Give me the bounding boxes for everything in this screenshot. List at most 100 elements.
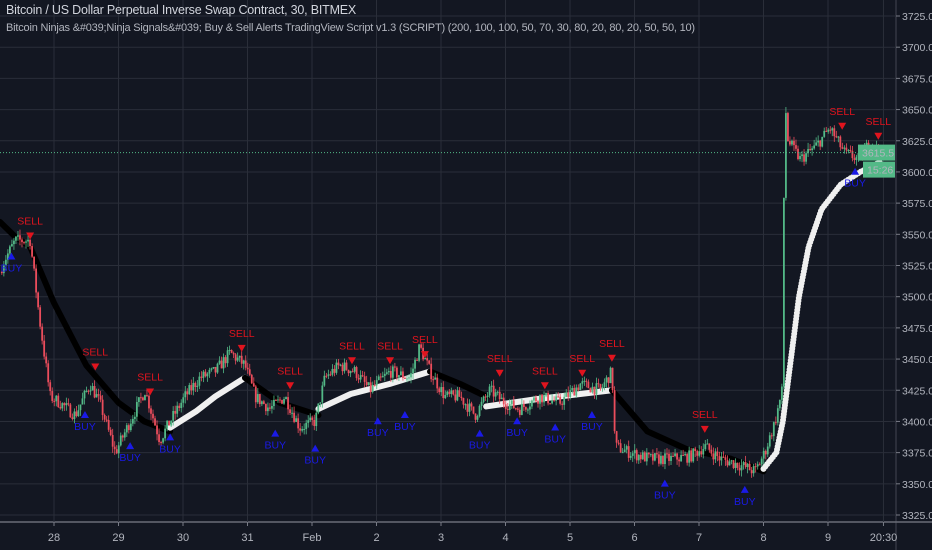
candle-down (726, 460, 729, 466)
symbol-title[interactable]: Bitcoin / US Dollar Perpetual Inverse Sw… (6, 3, 357, 17)
candle-down (541, 394, 543, 403)
candle-down (194, 382, 197, 388)
candle-up (65, 403, 68, 406)
candle-up (478, 405, 481, 417)
candle-up (601, 387, 604, 389)
candle-down (797, 148, 799, 160)
candle-up (170, 420, 173, 426)
buy-signal-label: BUY (581, 421, 603, 433)
candle-up (490, 385, 493, 387)
candle-up (827, 129, 830, 132)
candle-down (682, 454, 685, 456)
candle-down (395, 367, 398, 378)
x-tick-label: 20:30 (870, 532, 898, 544)
candle-up (180, 402, 183, 409)
y-tick-label: 3700.0 (902, 42, 932, 54)
sell-signal-label: SELL (377, 340, 403, 352)
candle-up (807, 149, 809, 154)
candle-down (299, 428, 302, 431)
candle-down (599, 384, 602, 389)
candle-down (470, 403, 473, 407)
moving-average (0, 158, 884, 475)
candle-up (603, 382, 606, 388)
candle-up (137, 397, 140, 403)
candle-down (51, 391, 54, 401)
sell-signal-label: SELL (569, 353, 595, 365)
sell-signal-label: SELL (277, 365, 303, 377)
candles (0, 107, 880, 478)
candle-down (230, 349, 233, 353)
candle-up (734, 462, 737, 468)
candle-down (67, 403, 70, 405)
candle-down (748, 463, 751, 471)
y-tick-label: 3400.0 (902, 416, 932, 428)
x-tick-label: 9 (825, 532, 831, 544)
candle-down (379, 376, 382, 378)
candle-up (625, 446, 628, 450)
ma-downtrend-line (608, 387, 767, 475)
candle-up (444, 395, 447, 399)
candle-down (426, 358, 429, 361)
candle-down (240, 355, 243, 364)
candle-up (331, 368, 334, 375)
candle-down (841, 147, 844, 149)
y-tick-label: 3550.0 (902, 229, 932, 241)
candle-up (740, 465, 743, 471)
candle-down (567, 392, 570, 397)
candle-up (238, 355, 241, 358)
candle-up (305, 422, 308, 429)
candle-up (13, 240, 15, 245)
candle-up (335, 362, 338, 373)
candle-down (825, 130, 828, 132)
candle-down (232, 352, 235, 355)
candle-up (811, 148, 814, 151)
candle-up (295, 418, 298, 422)
candle-up (569, 390, 572, 397)
candle-up (508, 404, 511, 411)
candle-down (168, 420, 171, 426)
candle-up (746, 463, 749, 468)
candle-down (793, 140, 795, 146)
candle-up (277, 399, 279, 401)
y-tick-label: 3425.0 (902, 385, 932, 397)
sell-arrow-icon (495, 369, 504, 377)
candle-down (853, 158, 856, 160)
candle-up (166, 420, 169, 429)
sell-arrow-icon (91, 363, 100, 371)
candle-up (837, 136, 840, 138)
indicator-legend[interactable]: Bitcoin Ninjas &#039;Ninja Signals&#039;… (6, 22, 695, 34)
candle-down (547, 392, 549, 404)
candle-down (627, 446, 630, 458)
candle-down (19, 235, 21, 240)
candle-up (228, 349, 231, 351)
candle-up (520, 403, 523, 415)
candle-down (484, 396, 487, 398)
candle-down (656, 453, 658, 455)
candle-down (498, 391, 501, 400)
candle-down (754, 466, 757, 468)
y-tick-label: 3725.0 (902, 11, 932, 23)
candle-up (119, 435, 122, 446)
price-axis: 3725.0 3700.0 3675.0 3650.0 3625.0 3600.0 3575… (896, 11, 932, 522)
candle-down (186, 391, 189, 395)
candle-up (720, 456, 723, 461)
candle-up (117, 445, 120, 454)
candle-up (89, 390, 92, 392)
candle-up (855, 156, 858, 160)
candle-down (347, 369, 350, 374)
candle-up (55, 395, 58, 402)
candle-down (281, 400, 283, 404)
candle-up (212, 367, 215, 369)
candle-up (81, 398, 84, 405)
candle-up (813, 145, 816, 149)
candle-down (676, 453, 678, 460)
candle-up (494, 392, 497, 397)
candle-up (400, 371, 402, 376)
x-tick-label: 28 (48, 532, 60, 544)
candle-up (182, 397, 185, 403)
candle-up (843, 147, 846, 149)
candle-down (589, 388, 592, 393)
candle-down (736, 462, 739, 468)
